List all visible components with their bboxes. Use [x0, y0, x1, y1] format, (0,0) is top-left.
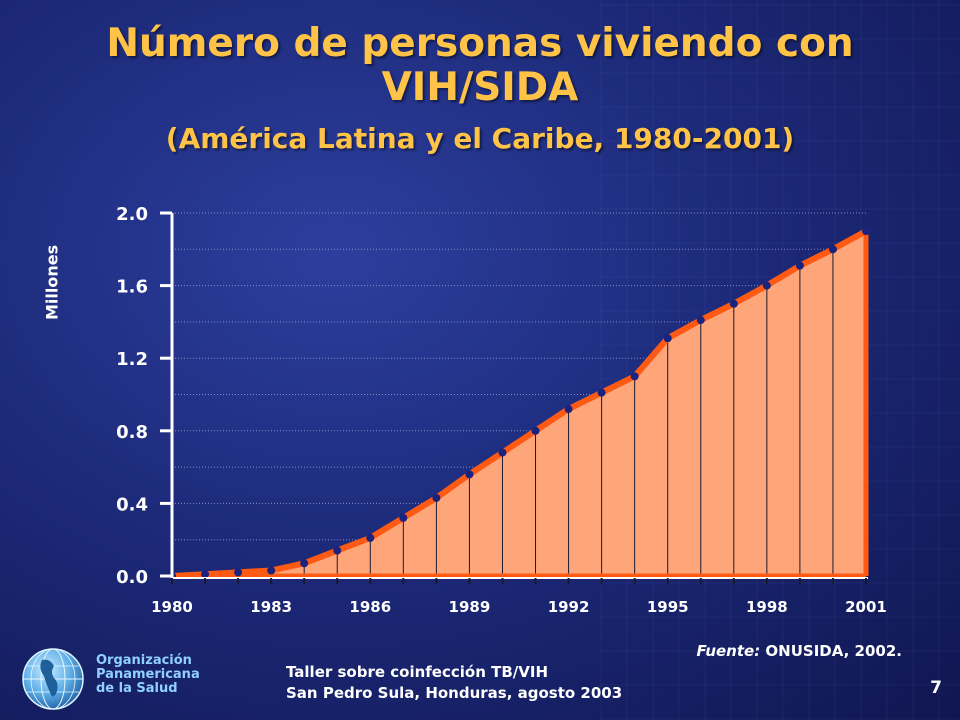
data-point: [531, 426, 540, 435]
data-point: [498, 448, 507, 457]
y-tick-label: 1.6: [116, 277, 148, 298]
data-point: [564, 405, 573, 414]
y-tick-label: 1.2: [116, 349, 148, 370]
data-point: [862, 227, 870, 236]
data-point: [729, 299, 738, 308]
series-line: [171, 228, 868, 579]
data-point: [465, 470, 474, 479]
org-line-2: Panamericana: [96, 667, 200, 682]
title-line-2: VIH/SIDA: [381, 65, 579, 110]
data-point: [762, 281, 771, 290]
data-point: [795, 261, 804, 270]
source-prefix: Fuente:: [696, 642, 761, 660]
x-tick-label: 1998: [746, 598, 788, 616]
y-axis-label: Millones: [42, 244, 62, 320]
y-tick-label: 0.8: [116, 422, 148, 443]
x-tick-label: 2001: [845, 598, 887, 616]
x-tick-label: 1980: [151, 598, 193, 616]
data-point: [663, 334, 672, 343]
data-point: [630, 372, 639, 381]
y-tick-label: 0.0: [116, 567, 148, 588]
x-tick-label: 1992: [548, 598, 590, 616]
source-note: Fuente: ONUSIDA, 2002.: [697, 642, 902, 660]
data-point: [366, 533, 375, 542]
x-tick-label: 1989: [449, 598, 491, 616]
data-point: [201, 570, 210, 579]
globe-logo-icon: [22, 648, 84, 710]
slide-subtitle: (América Latina y el Caribe, 1980-2001): [165, 122, 795, 155]
footer-line-2: San Pedro Sula, Honduras, agosto 2003: [286, 684, 623, 702]
x-tick-label: 1995: [647, 598, 689, 616]
org-line-3: de la Salud: [96, 681, 178, 696]
title-line-1: Número de personas viviendo con: [106, 21, 854, 66]
data-point: [234, 568, 243, 577]
data-point: [696, 316, 705, 325]
x-tick-label: 1986: [349, 598, 391, 616]
slide-title: Número de personas viviendo con VIH/SIDA: [0, 22, 960, 110]
footer-line-1: Taller sobre coinfección TB/VIH: [286, 663, 548, 681]
area-fill: [172, 231, 866, 576]
data-point: [399, 513, 408, 522]
x-tick-label: 1983: [250, 598, 292, 616]
organization-name: Organización Panamericana de la Salud: [96, 654, 200, 696]
org-line-1: Organización: [96, 653, 192, 668]
y-tick-label: 2.0: [116, 204, 148, 225]
data-point: [432, 493, 441, 502]
data-point: [828, 245, 837, 254]
footer-text: Taller sobre coinfección TB/VIH San Pedr…: [286, 662, 622, 704]
page-number: 7: [930, 678, 942, 698]
data-point: [300, 559, 309, 568]
data-point: [333, 546, 342, 555]
y-tick-label: 0.4: [116, 494, 148, 515]
data-point: [267, 566, 276, 575]
data-point: [597, 388, 606, 397]
source-text: ONUSIDA, 2002.: [760, 642, 902, 660]
